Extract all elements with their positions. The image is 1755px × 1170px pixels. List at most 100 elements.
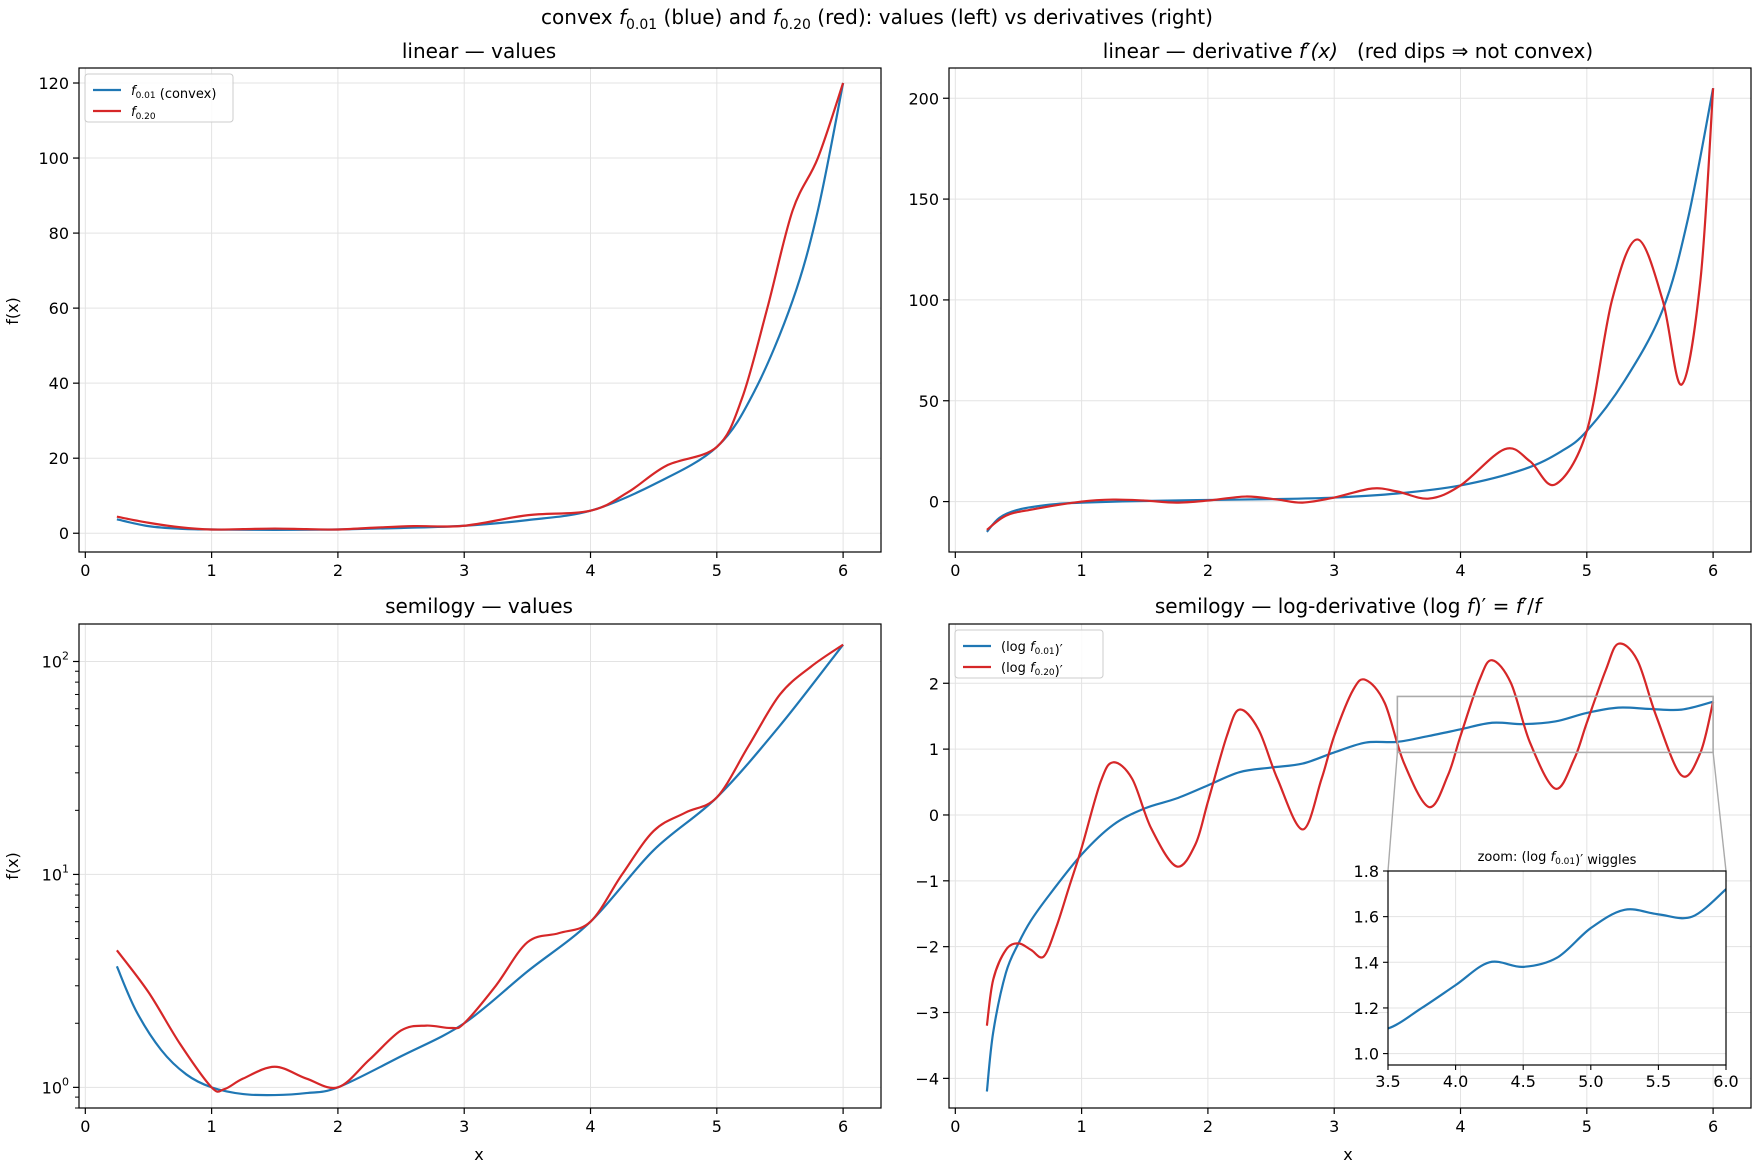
br-legend: (log f0.01)′ (log f0.20)′ [954,629,1104,679]
tl-ytick-label: 40 [49,374,69,393]
tr-xtick-label: 2 [1203,561,1213,580]
tl-xtick-label: 2 [333,561,343,580]
br-inset-xtick-label: 4.0 [1443,1072,1468,1091]
bl-xtick-label: 5 [712,1117,722,1136]
bl-frame [78,623,882,1109]
tl-legend-label: f0.01 (convex) [131,84,216,102]
bl-title: semilogy — values [385,594,573,618]
tr-ytick-label: 0 [929,493,939,512]
tl-ytick-label: 80 [49,224,69,243]
br-xtick-label: 2 [1203,1117,1213,1136]
tl-ytick-label: 120 [38,74,69,93]
bl-ytick-label: 101 [42,862,69,884]
br-xtick-label: 5 [1582,1117,1592,1136]
br-xtick-label: 1 [1077,1117,1087,1136]
bl-axes: 0 1 2 3 4 5 6 100 101 102 [42,623,882,1136]
tl-ytick-label: 0 [59,524,69,543]
bl-xtick-label: 3 [459,1117,469,1136]
br-zoom-region-box [1396,695,1714,754]
br-legend-label: (log f0.20)′ [1001,661,1063,679]
br-inset-xtick-label: 5.5 [1646,1072,1671,1091]
br-inset-ytick-label: 1.6 [1354,908,1379,927]
bl-xtick-label: 0 [80,1117,90,1136]
br-ytick-label: −3 [915,1004,939,1023]
tr-frame [948,67,1752,553]
bl-xtick-label: 1 [207,1117,217,1136]
tl-legend-label: f0.20 [131,105,156,122]
br-ytick-label: 1 [929,740,939,759]
tr-xtick-label: 0 [950,561,960,580]
tl-series-red-line [116,82,845,531]
tr-xtick-label: 4 [1455,561,1465,580]
tl-xtick-label: 3 [459,561,469,580]
br-inset-xtick-label: 3.5 [1375,1072,1400,1091]
br-inset: 3.5 4.0 4.5 5.0 5.5 6.0 1.0 1.2 1.4 1.6 1.8 zoom: (… [1354,850,1739,1091]
br-series-red-line [985,642,1715,1026]
br-inset-frame [1387,870,1727,1066]
bl-xtick-label: 6 [838,1117,848,1136]
tr-xtick-label: 1 [1077,561,1087,580]
bl-ytick-label: 102 [42,649,69,671]
tr-ytick-label: 200 [908,89,939,108]
bl-series-blue-line [115,643,844,1097]
tl-xtick-label: 0 [80,561,90,580]
br-ytick-label: −2 [915,938,939,957]
br-inset-title: zoom: (log f0.01)′ wiggles [1478,850,1637,868]
br-axes: 0 1 2 3 4 5 6 −4 −3 −2 −1 0 1 2 (log f0.01)′ (log f0.20… [915,623,1752,1136]
tl-ytick-label: 100 [38,149,69,168]
br-inset-ytick-label: 1.8 [1354,862,1379,881]
tr-ytick-label: 50 [919,392,939,411]
br-ytick-label: 0 [929,806,939,825]
tl-title: linear — values [402,39,556,63]
br-inset-ytick-label: 1.2 [1354,999,1379,1018]
br-inset-ytick-label: 1.4 [1354,953,1379,972]
tl-series-group [116,82,845,531]
tl-ylabel: f(x) [3,297,22,325]
bl-xtick-label: 2 [333,1117,343,1136]
tr-xtick-label: 3 [1329,561,1339,580]
br-legend-label: (log f0.01)′ [1001,640,1063,658]
tr-series-group [986,87,1715,533]
br-series-group [985,642,1715,1092]
br-frame [948,623,1752,1109]
bl-ytick-label: 100 [42,1075,69,1097]
br-zoom-connector-left [1387,752,1399,872]
figure-suptitle: convex f0.01 (blue) and f0.20 (red): val… [541,5,1213,33]
tl-frame [78,67,882,553]
br-xtick-label: 6 [1708,1117,1718,1136]
br-zoom-connector-right [1712,752,1727,872]
bl-series-red-line [116,643,844,1093]
br-inset-series-blue-line [1388,888,1726,1030]
br-xtick-label: 0 [950,1117,960,1136]
tl-xtick-label: 1 [207,561,217,580]
tr-ytick-label: 100 [908,291,939,310]
tr-xtick-label: 6 [1708,561,1718,580]
br-legend-box [954,629,1104,679]
tl-ytick-label: 60 [49,299,69,318]
br-xtick-label: 4 [1455,1117,1465,1136]
br-series-blue-line [985,700,1714,1092]
bl-xlabel: x [474,1145,483,1164]
br-ytick-label: 2 [929,674,939,693]
br-inset-background [1388,871,1726,1065]
tl-legend-box [84,73,234,123]
tr-xtick-label: 5 [1582,561,1592,580]
br-inset-xtick-label: 4.5 [1510,1072,1535,1091]
br-xtick-label: 3 [1329,1117,1339,1136]
tr-title: linear — derivative f′(x) (red dips ⇒ no… [1103,39,1593,63]
bl-series-group [115,643,844,1097]
br-inset-ytick-label: 1.0 [1354,1045,1379,1064]
bl-xtick-label: 4 [585,1117,595,1136]
tr-axes: 0 1 2 3 4 5 6 0 50 100 150 200 [908,67,1752,580]
br-inset-xtick-label: 5.0 [1578,1072,1603,1091]
tl-ytick-label: 20 [49,449,69,468]
tl-legend: f0.01 (convex) f0.20 [84,73,234,123]
br-title: semilogy — log-derivative (log f)′ = f′/… [1155,594,1544,618]
tl-xtick-label: 6 [838,561,848,580]
br-ytick-label: −4 [915,1069,939,1088]
tl-xtick-label: 5 [712,561,722,580]
tr-series-blue-line [986,87,1715,533]
